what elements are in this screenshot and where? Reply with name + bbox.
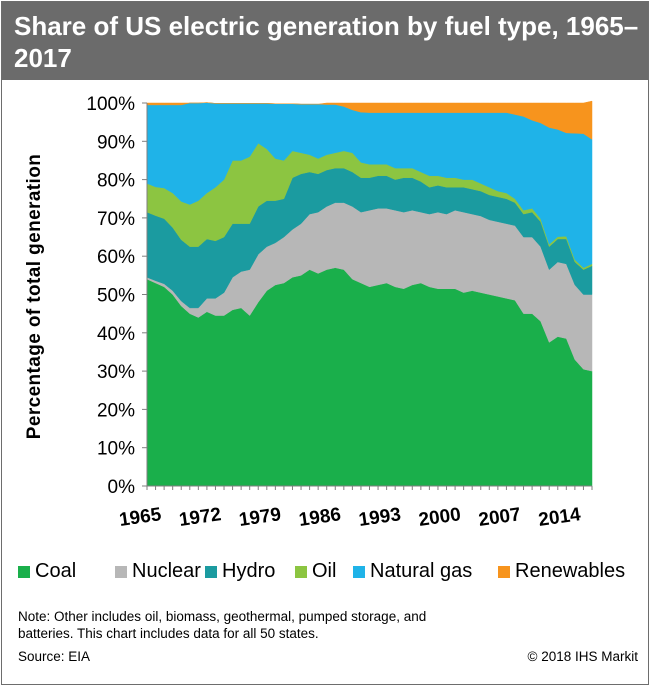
y-tick-label: 90%	[97, 132, 135, 153]
legend-item-coal: Coal	[18, 560, 76, 583]
legend-swatch	[498, 565, 510, 578]
y-tick-label: 0%	[108, 477, 136, 498]
legend-item-renewables: Renewables	[498, 560, 625, 583]
y-tick-label: 60%	[97, 247, 135, 268]
x-tick-label: 1965	[118, 504, 163, 531]
y-tick-label: 100%	[86, 94, 135, 115]
source-line: Source: EIA	[18, 649, 91, 664]
x-tick-label: 1993	[357, 504, 402, 531]
x-tick-label: 2007	[477, 504, 522, 531]
legend-swatch	[295, 565, 307, 578]
y-tick-label: 80%	[97, 171, 135, 192]
legend-item-hydro: Hydro	[205, 560, 275, 583]
title-bar: Share of US electric generation by fuel …	[2, 2, 648, 80]
chart-title: Share of US electric generation by fuel …	[14, 11, 639, 73]
y-tick-label: 50%	[97, 286, 135, 307]
x-tick-label: 1972	[178, 504, 223, 531]
x-axis-ticks: 1965 1972 1979 1986 1993 2000 2007 2014	[118, 486, 593, 531]
legend-label: Nuclear	[132, 560, 201, 582]
legend-item-nuclear: Nuclear	[115, 560, 201, 583]
x-tick-label: 2000	[417, 504, 462, 531]
legend-item-natural-gas: Natural gas	[353, 560, 472, 583]
x-tick-label: 1979	[238, 504, 283, 531]
legend: Coal Nuclear Hydro Oil Natural gas Renewables	[18, 560, 643, 588]
legend-swatch	[18, 565, 30, 578]
y-tick-label: 10%	[97, 439, 135, 460]
y-tick-label: 20%	[97, 400, 135, 421]
copyright: © 2018 IHS Markit	[527, 649, 639, 664]
x-tick-label: 1986	[298, 504, 343, 531]
x-tick-label: 2014	[537, 504, 582, 531]
legend-swatch	[205, 565, 217, 578]
footnote: Note: Other includes oil, biomass, geoth…	[18, 609, 427, 641]
legend-label: Coal	[35, 560, 77, 582]
legend-label: Natural gas	[370, 560, 473, 582]
y-axis-label: Percentage of total generation	[24, 154, 45, 439]
area-renewables	[146, 100, 593, 140]
legend-swatch	[115, 565, 127, 578]
y-tick-label: 30%	[97, 362, 135, 383]
y-axis-ticks: 0% 10% 20% 30% 40% 50% 60% 70% 80% 90% 100%	[86, 94, 147, 498]
legend-item-oil: Oil	[295, 560, 336, 583]
legend-label: Hydro	[222, 560, 276, 582]
y-tick-label: 40%	[97, 324, 135, 345]
y-tick-label: 70%	[97, 209, 135, 230]
legend-swatch	[353, 565, 365, 578]
chart-areas	[146, 100, 593, 487]
legend-label: Oil	[312, 560, 337, 582]
legend-label: Renewables	[515, 560, 626, 582]
area-chart: 0%10%20%30%40%50%60%70%80%90%100% 1965 19…	[24, 94, 593, 531]
